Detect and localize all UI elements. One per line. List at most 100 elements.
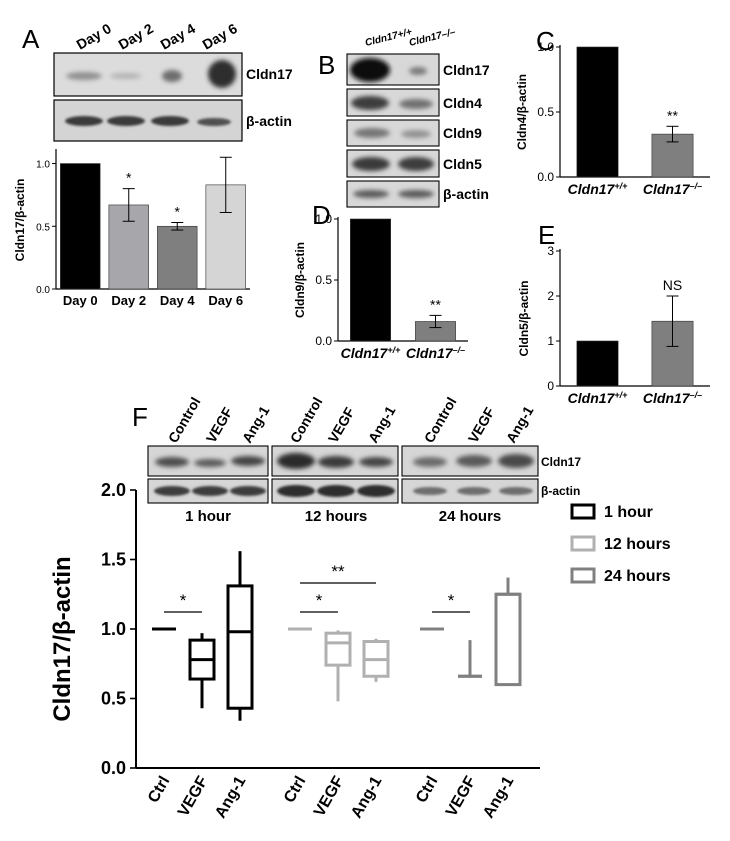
f-sig-label-0: *: [180, 591, 187, 610]
y-tick-label: 0.5: [315, 273, 332, 287]
f-lane-3-ang1: Ang-1: [503, 403, 537, 446]
f-y-tick-label: 0.0: [101, 758, 126, 778]
f-lane-2-vegf: VEGF: [325, 404, 358, 445]
f-x-label-0-0: Ctrl: [145, 774, 174, 806]
f-y-tick-label: 2.0: [101, 480, 126, 500]
f-protein-cldn17: Cldn17: [541, 455, 581, 469]
f-time-24-hours: 24 hours: [439, 508, 502, 525]
blot-b-label-cldn17: Cldn17: [443, 62, 490, 78]
x-label-1: Day 2: [111, 293, 146, 308]
y-tick-label: 0: [547, 379, 554, 393]
box-12-hours-VEGF: [324, 630, 352, 702]
y-axis-title: Cldn5/β-actin: [517, 281, 531, 357]
y-tick-label: 0.5: [537, 105, 554, 119]
lane-label-day6: Day 6: [200, 20, 241, 53]
f-x-label-2-2: Ang-1: [480, 773, 517, 821]
f-lane-1-ang1: Ang-1: [239, 403, 273, 446]
f-lane-2-control: Control: [287, 394, 326, 445]
x-label-3: Day 6: [208, 293, 243, 308]
f-protein-b-actin: β-actin: [541, 484, 580, 498]
f-sig-label-2: **: [331, 562, 345, 581]
significance-1: NS: [663, 277, 682, 293]
x-label-0: Day 0: [63, 293, 98, 308]
x-label-2: Day 4: [160, 293, 195, 308]
lane-label-wt: Cldn17+/+: [364, 27, 413, 49]
box-1-hour-VEGF: [188, 633, 216, 709]
f-x-label-1-0: Ctrl: [281, 774, 310, 806]
legend-label-1: 12 hours: [604, 536, 671, 553]
legend-swatch-0: [570, 503, 596, 520]
protein-label-b-actin: β-actin: [246, 113, 292, 129]
f-sig-label-1: *: [316, 591, 323, 610]
lane-label-ko: Cldn17–/–: [408, 27, 457, 49]
f-x-label-1-2: Ang-1: [348, 773, 385, 821]
blot-b-label-cldn5: Cldn5: [443, 156, 482, 172]
panel-label-a: A: [22, 24, 40, 54]
y-tick-label: 0.5: [36, 222, 50, 233]
western-blot-a: Day 0 Day 2 Day 4 Day 6 Cldn17 β-actin: [53, 20, 293, 142]
f-x-label-0-1: VEGF: [175, 773, 212, 819]
y-axis-title: Cldn17/β-actin: [13, 179, 27, 262]
significance-1: *: [126, 170, 132, 186]
lane-label-day4: Day 4: [158, 20, 199, 53]
panel-label-d: D: [312, 200, 331, 230]
f-lane-1-vegf: VEGF: [203, 404, 236, 445]
y-tick-label: 1.0: [537, 40, 554, 54]
f-time-1-hour: 1 hour: [185, 508, 231, 525]
f-lane-3-vegf: VEGF: [465, 404, 498, 445]
lane-label-day2: Day 2: [116, 20, 157, 53]
f-y-tick-label: 1.5: [101, 550, 126, 570]
f-lane-2-ang1: Ang-1: [365, 403, 399, 446]
chart-a: 0.0 0.5 1.0 Day 0 * Day 2 * Day 4 Day 6 Cldn17/β-…: [13, 149, 250, 308]
legend-label-0: 1 hour: [604, 504, 653, 521]
f-y-tick-label: 1.0: [101, 619, 126, 639]
f-x-label-1-1: VEGF: [311, 773, 348, 819]
f-x-label-0-2: Ang-1: [212, 773, 249, 821]
f-y-axis-title: Cldn17/β-actin: [49, 556, 76, 721]
panel-label-e: E: [538, 220, 555, 250]
y-tick-label: 0.0: [315, 334, 332, 348]
y-tick-label: 3: [547, 244, 554, 258]
significance-1: **: [430, 296, 441, 312]
y-tick-label: 0.0: [36, 285, 50, 296]
panel-label-c: C: [536, 26, 555, 56]
x-label-1: Cldn17–/–: [643, 390, 702, 406]
legend-label-2: 24 hours: [604, 568, 671, 585]
bar-0: [60, 163, 101, 290]
bar-0: [576, 46, 619, 178]
western-blot-f: Control VEGF Ang-1 Control VEGF Ang-1 Co…: [147, 394, 581, 525]
chart-c: 0.0 0.5 1.0 Cldn17+/+ ** Cldn17–/– Cldn4/β-act…: [515, 40, 710, 197]
blot-b-label-b-actin: β-actin: [443, 186, 489, 202]
f-x-label-2-0: Ctrl: [413, 774, 442, 806]
chart-d: 0.0 0.5 1.0 Cldn17+/+ ** Cldn17–/– Cldn9/β-act…: [293, 212, 468, 361]
f-sig-label-3: *: [448, 591, 455, 610]
significance-1: **: [667, 107, 678, 123]
legend-swatch-1: [570, 535, 596, 552]
lane-label-day0: Day 0: [74, 20, 115, 53]
box-24-hours-Ang-1: [494, 577, 522, 687]
y-tick-label: 1: [547, 334, 554, 348]
y-axis-title: Cldn4/β-actin: [515, 74, 529, 150]
bar-0: [576, 340, 619, 387]
box-body: [226, 584, 254, 710]
x-label-0: Cldn17+/+: [341, 345, 401, 361]
box-body: [494, 592, 522, 687]
legend-swatch-2: [570, 567, 596, 584]
x-label-0: Cldn17+/+: [568, 390, 628, 406]
box-12-hours-Ang-1: [362, 638, 390, 682]
y-tick-label: 1.0: [36, 160, 50, 171]
x-label-1: Cldn17–/–: [406, 345, 465, 361]
y-tick-label: 2: [547, 289, 554, 303]
f-time-12-hours: 12 hours: [305, 508, 368, 525]
box-body: [324, 631, 352, 667]
blot-b-label-cldn9: Cldn9: [443, 125, 482, 141]
bar-2: [157, 225, 198, 290]
f-lane-3-control: Control: [421, 394, 460, 445]
y-tick-label: 0.0: [537, 170, 554, 184]
f-lane-1-control: Control: [165, 394, 204, 445]
f-x-label-2-1: VEGF: [443, 773, 480, 819]
f-y-tick-label: 0.5: [101, 689, 126, 709]
y-axis-title: Cldn9/β-actin: [293, 242, 307, 318]
